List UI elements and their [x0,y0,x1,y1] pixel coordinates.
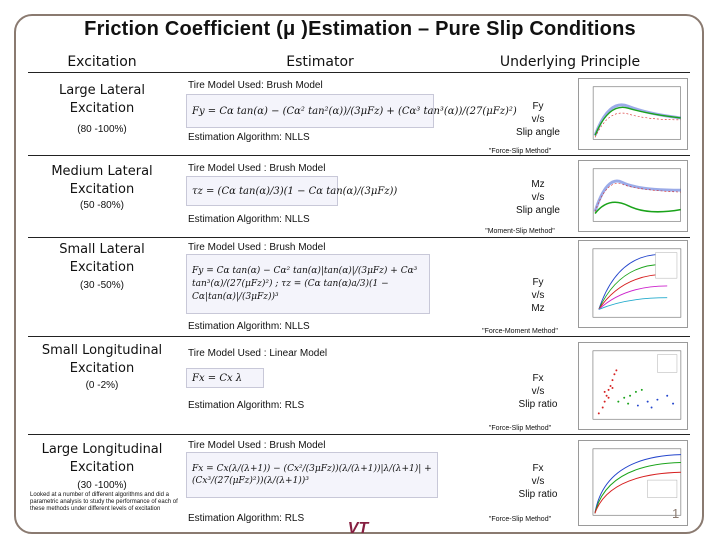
estimation-algorithm-label: Estimation Algorithm: NLLS [188,214,310,225]
principle-line: v/s [531,114,545,125]
tire-model-label: Tire Model Used : Linear Model [188,348,328,359]
estimation-algorithm-label: Estimation Algorithm: RLS [188,513,305,524]
principle-line: v/s [531,290,545,301]
table-divider [28,155,690,156]
method-label: "Force-Slip Method" [488,148,552,155]
tire-model-label: Tire Model Used : Brush Model [188,163,326,174]
underlying-principle: Fx v/s Slip ratio [478,462,598,501]
method-label: "Moment-Slip Method" [485,228,555,235]
excitation-range: (50 -80%) [80,200,124,211]
estimation-algorithm-label: Estimation Algorithm: RLS [188,400,305,411]
tire-model-label: Tire Model Used : Brush Model [188,242,326,253]
method-label: "Force-Slip Method" [488,425,552,432]
excitation-name-large-longitudinal: Large Longitudinal Excitation [41,442,163,475]
excitation-name-small-lateral: Small Lateral Excitation [59,242,145,275]
tire-model-label: Tire Model Used: Brush Model [188,80,323,91]
principle-line: Slip ratio [518,399,558,410]
table-divider [28,434,690,435]
longitudinal-force-slip-plot-thumbnail [578,440,688,526]
principle-line: Slip angle [516,127,560,138]
moment-slip-plot-thumbnail [578,160,688,232]
column-header-excitation: Excitation [67,54,137,70]
method-label: "Force-Slip Method" [488,516,552,523]
principle-line: v/s [531,386,545,397]
underlying-principle: Fy v/s Slip angle [478,100,598,139]
principle-line: Slip angle [516,205,560,216]
slip-ratio-scatter-thumbnail [578,342,688,430]
vt-logo: VT [348,520,370,536]
slide-title: Friction Coefficient (μ )Estimation – Pu… [84,18,636,40]
slide-frame [14,14,704,534]
column-header-estimator: Estimator [286,54,354,70]
page-number: 1 [672,506,680,521]
footnote: Looked at a number of different algorith… [30,492,178,512]
excitation-range: (80 -100%) [77,124,127,135]
principle-line: Fy [532,277,544,288]
linear-model-equation: Fx = Cx λ [186,368,264,388]
principle-line: Fx [532,373,544,384]
principle-line: v/s [531,192,545,203]
estimation-algorithm-label: Estimation Algorithm: NLLS [188,132,310,143]
principle-line: Fy [532,101,544,112]
table-divider [28,336,690,337]
excitation-range: (30 -100%) [77,480,127,491]
force-slip-plot-thumbnail [578,78,688,150]
brush-model-force-moment-equations: Fy = Cα tan(α) − Cα² tan(α)|tan(α)|/(3μF… [186,254,430,314]
principle-line: Mz [531,179,545,190]
method-label: "Force-Moment Method" [482,328,558,335]
underlying-principle: Mz v/s Slip angle [478,178,598,217]
column-header-principle: Underlying Principle [499,54,641,70]
excitation-name-large-lateral: Large Lateral Excitation [59,83,145,116]
tire-model-label: Tire Model Used : Brush Model [188,440,326,451]
principle-line: Slip ratio [518,489,558,500]
underlying-principle: Fy v/s Mz [478,276,598,315]
table-divider [28,237,690,238]
brush-model-longitudinal-equation: Fx = Cx(λ/(λ+1)) − (Cx²/(3μFz))(λ/(λ+1))… [186,452,438,498]
excitation-range: (0 -2%) [85,380,119,391]
principle-line: v/s [531,476,545,487]
underlying-principle: Fx v/s Slip ratio [478,372,598,411]
table-divider [28,72,690,73]
estimation-algorithm-label: Estimation Algorithm: NLLS [188,321,310,332]
principle-line: Mz [531,303,545,314]
principle-line: Fx [532,463,544,474]
force-moment-plot-thumbnail [578,240,688,328]
excitation-name-medium-lateral: Medium Lateral Excitation [51,164,153,197]
brush-model-moment-equation: τz = (Cα tan(α)/3)(1 − Cα tan(α)/(3μFz)) [186,176,397,206]
excitation-name-small-longitudinal: Small Longitudinal Excitation [41,343,163,376]
brush-model-equation: Fy = Cα tan(α) − (Cα² tan²(α))/(3μFz) + … [186,94,517,128]
svg-text:VT: VT [348,520,370,536]
excitation-range: (30 -50%) [80,280,124,291]
